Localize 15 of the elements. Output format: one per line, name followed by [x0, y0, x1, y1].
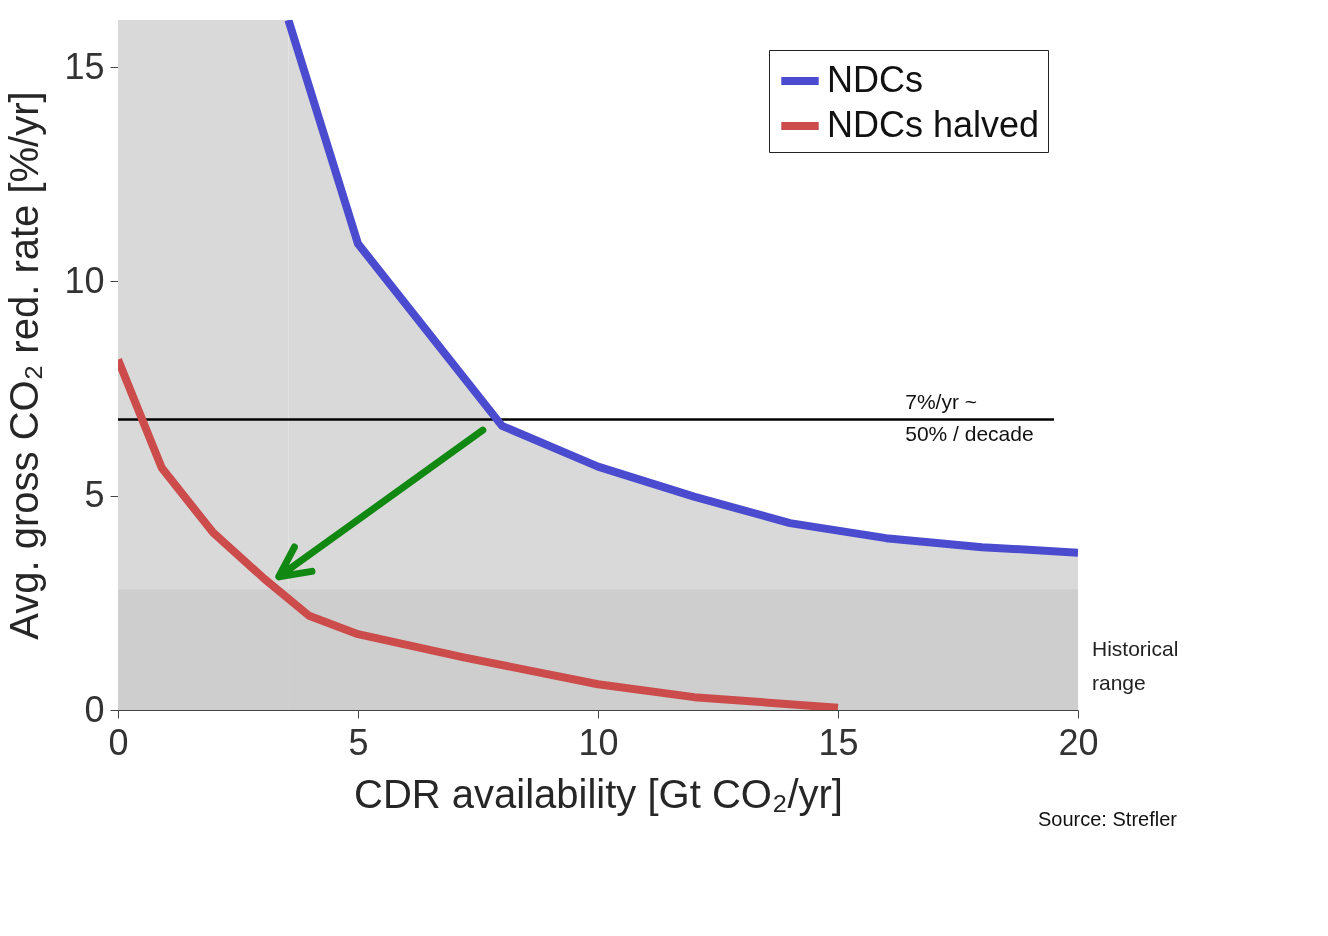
x-tick-label: 5	[348, 721, 369, 763]
x-tick-label: 15	[818, 721, 859, 763]
y-tick-label: 5	[84, 474, 105, 516]
band-label: Historical range	[1092, 636, 1179, 694]
source-note: Source: Strefler	[1038, 808, 1178, 830]
y-axis-title: Avg. gross CO₂ red. rate [%/yr]	[2, 91, 47, 640]
ref-line-label: 7%/yr ~ 50% / decade	[905, 390, 1034, 446]
legend-label: NDCs	[827, 59, 923, 100]
legend-label: NDCs halved	[827, 104, 1040, 145]
x-tick-label: 20	[1058, 721, 1099, 763]
y-tick-label: 10	[64, 259, 105, 301]
x-tick-label: 10	[578, 721, 619, 763]
x-axis-title: CDR availability [Gt CO₂/yr]	[354, 771, 843, 816]
y-tick-label: 15	[64, 45, 105, 87]
y-tick-label: 0	[84, 688, 105, 730]
